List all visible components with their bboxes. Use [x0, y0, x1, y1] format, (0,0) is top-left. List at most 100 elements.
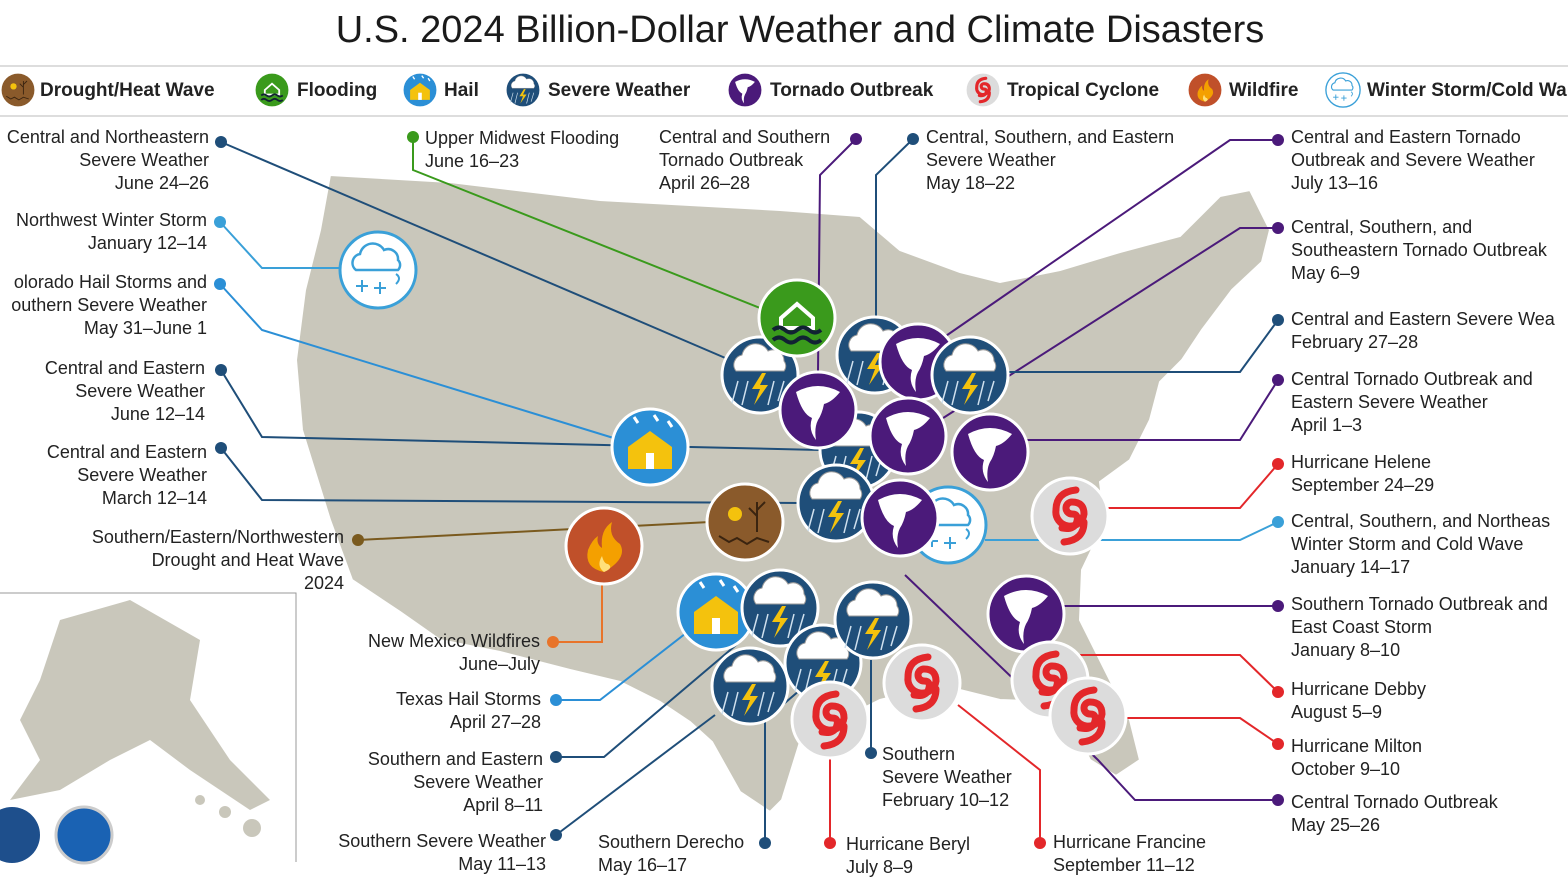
event-name: Central, Southern, and: [1291, 217, 1472, 237]
event-icon: [338, 230, 418, 310]
event-icon: [1050, 678, 1126, 754]
event-name: Eastern Severe Weather: [1291, 392, 1488, 412]
event-name: Central and Southern: [659, 127, 830, 147]
event-date: July 8–9: [846, 857, 913, 877]
event-date: 2024: [304, 573, 344, 593]
leader-dot: [547, 636, 559, 648]
leader-dot: [1272, 600, 1284, 612]
event-date: September 24–29: [1291, 475, 1434, 495]
leader-dot: [1272, 794, 1284, 806]
leader-line: [220, 447, 801, 504]
leader-dot: [1272, 458, 1284, 470]
legend-label: Tropical Cyclone: [1007, 80, 1159, 101]
event-icon: [778, 370, 858, 450]
leader-dot: [214, 278, 226, 290]
leader-dot: [1272, 134, 1284, 146]
leader-line: [1080, 654, 1279, 693]
leader-line: [1025, 379, 1279, 441]
leader-line: [556, 629, 691, 701]
event-icon: [930, 335, 1010, 415]
leader-dot: [550, 829, 562, 841]
legend-label: Tornado Outbreak: [770, 80, 934, 101]
alaska: [10, 600, 270, 810]
event-name: Central and Eastern Tornado: [1291, 127, 1521, 147]
event-name: East Coast Storm: [1291, 617, 1432, 637]
leader-line: [555, 714, 716, 836]
leader-line: [939, 139, 1278, 341]
leader-dot: [1272, 222, 1284, 234]
event-name: Hurricane Francine: [1053, 832, 1206, 852]
event-icon: [705, 482, 785, 562]
leader-dot: [759, 837, 771, 849]
leader-dot: [1034, 837, 1046, 849]
leader-dot: [824, 837, 836, 849]
leader-dot: [215, 136, 227, 148]
leader-dot: [1272, 738, 1284, 750]
event-name: Hurricane Beryl: [846, 834, 970, 854]
event-name: Severe Weather: [882, 767, 1012, 787]
event-date: May 11–13: [458, 854, 546, 874]
leader-line: [219, 221, 340, 269]
legend-icon: [505, 72, 541, 108]
event-name: Central, Southern, and Northeas: [1291, 511, 1550, 531]
leader-line: [957, 704, 1041, 843]
leader-dot: [1272, 374, 1284, 386]
event-date: May 25–26: [1291, 815, 1380, 835]
event-name: Southern/Eastern/Northwestern: [92, 527, 344, 547]
event-name: Severe Weather: [75, 381, 205, 401]
event-date: June 16–23: [425, 151, 519, 171]
event-date: October 9–10: [1291, 759, 1400, 779]
event-icon: [868, 396, 948, 476]
event-date: May 16–17: [598, 855, 687, 875]
legend-label: Severe Weather: [548, 80, 691, 101]
event-date: August 5–9: [1291, 702, 1382, 722]
inset-border: [0, 592, 297, 862]
leader-dot: [214, 216, 226, 228]
event-date: April 27–28: [450, 712, 541, 732]
event-name: Northwest Winter Storm: [16, 210, 207, 230]
event-name: Severe Weather: [413, 772, 543, 792]
leader-line: [219, 283, 621, 441]
event-date: June 12–14: [111, 404, 205, 424]
title: U.S. 2024 Billion-Dollar Weather and Cli…: [336, 9, 1265, 51]
event-name: Central, Southern, and Eastern: [926, 127, 1174, 147]
leader-line: [1105, 463, 1279, 509]
leader-dot: [550, 751, 562, 763]
legend-label: Flooding: [297, 80, 377, 101]
legend-label: Drought/Heat Wave: [40, 80, 215, 101]
event-name: Southern and Eastern: [368, 749, 543, 769]
event-name: outhern Severe Weather: [11, 295, 207, 315]
leader-line: [1005, 319, 1279, 373]
event-date: January 8–10: [1291, 640, 1400, 660]
legend-icon: [402, 72, 438, 108]
leader-dot: [1272, 314, 1284, 326]
leader-line: [904, 574, 1278, 801]
leader-dot: [550, 694, 562, 706]
leader-line: [553, 580, 603, 643]
legend-icon: [0, 72, 36, 108]
event-name: Severe Weather: [926, 150, 1056, 170]
event-date: April 8–11: [463, 795, 543, 815]
event-date: March 12–14: [102, 488, 207, 508]
event-icon: [757, 278, 837, 358]
legend-icon: [1187, 72, 1223, 108]
event-name: Severe Weather: [79, 150, 209, 170]
event-name: olorado Hail Storms and: [14, 272, 207, 292]
event-date: February 27–28: [1291, 332, 1418, 352]
event-name: Drought and Heat Wave: [152, 550, 344, 570]
leader-dot: [215, 364, 227, 376]
event-name: Tornado Outbreak: [659, 150, 804, 170]
leader-dot: [352, 534, 364, 546]
event-name: Central and Eastern: [47, 442, 207, 462]
event-name: Central and Northeastern: [7, 127, 209, 147]
legend-icon: [727, 72, 763, 108]
legend-label: Winter Storm/Cold Wa: [1367, 80, 1567, 101]
event-name: Central Tornado Outbreak and: [1291, 369, 1533, 389]
event-name: New Mexico Wildfires: [368, 631, 540, 651]
leader-line: [556, 639, 743, 758]
leader-line: [357, 521, 711, 541]
event-name: Southern Derecho: [598, 832, 744, 852]
leader-dot: [1272, 686, 1284, 698]
event-name: Outbreak and Severe Weather: [1291, 150, 1535, 170]
